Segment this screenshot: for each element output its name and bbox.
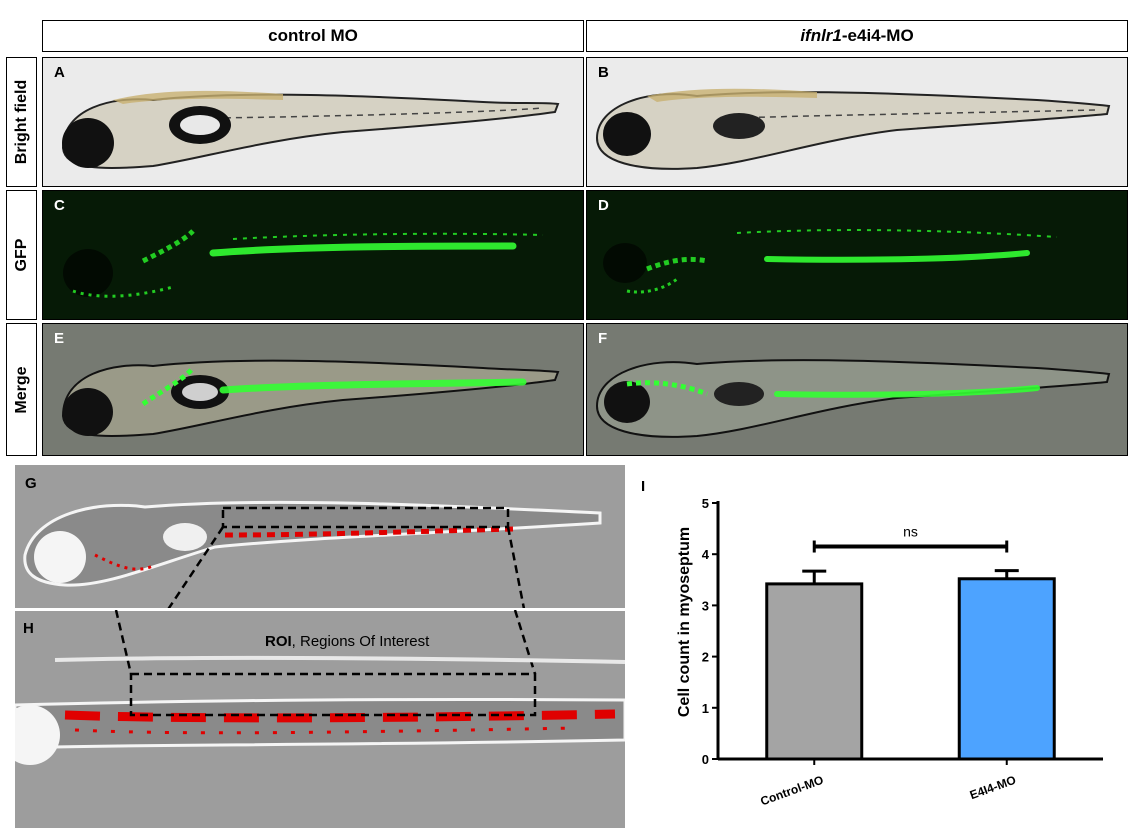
panel-h-roi: H ROI, Regions Of Interest	[15, 610, 625, 828]
header-control: control MO	[42, 20, 584, 52]
y-tick-label: 2	[702, 650, 709, 665]
larva-image-c	[63, 229, 544, 298]
panel-label-h: H	[23, 620, 34, 637]
panel-label-b: B	[598, 64, 609, 81]
row-label-merge: Merge	[6, 323, 37, 456]
bar	[957, 577, 1056, 761]
panel-c-gfp: C	[42, 190, 584, 320]
row-label-merge-text: Merge	[12, 365, 30, 414]
y-tick-label: 4	[702, 547, 710, 562]
larva-image-g	[23, 500, 602, 608]
panel-b-brightfield: B	[586, 57, 1128, 187]
y-axis-label: Cell count in myoseptum	[676, 527, 693, 717]
panel-label-e: E	[54, 330, 65, 347]
row-label-gfp-text: GFP	[12, 238, 30, 272]
panel-a-brightfield: A	[42, 57, 584, 187]
panel-d-gfp: D	[586, 190, 1128, 320]
y-tick-label: 1	[702, 701, 709, 716]
panel-label-g: G	[25, 475, 37, 492]
bars-group	[765, 569, 1056, 761]
panel-label-i: I	[641, 478, 646, 495]
x-tick-labels: Control-MO E4I4-MO	[758, 759, 1018, 809]
larva-image-a	[61, 90, 560, 170]
larva-image-f	[595, 359, 1111, 438]
roi-caption-bold: ROI	[265, 633, 292, 650]
y-tick-label: 5	[702, 496, 709, 511]
header-ifnlr: ifnlr1 -e4i4-MO	[586, 20, 1128, 52]
row-label-bright: Bright field	[6, 57, 37, 187]
x-tick-label: Control-MO	[758, 773, 825, 809]
panel-f-merge: F	[586, 323, 1128, 456]
header-ifnlr-gene: ifnlr1	[800, 26, 842, 45]
bar	[765, 582, 864, 761]
larva-image-b	[595, 88, 1111, 170]
x-tick-label: E4I4-MO	[968, 773, 1018, 803]
panel-label-d: D	[598, 197, 609, 214]
panel-label-c: C	[54, 197, 65, 214]
row-label-gfp: GFP	[6, 190, 37, 320]
panel-g-thresholded: G	[15, 465, 625, 608]
y-tick-label: 0	[702, 752, 709, 767]
header-ifnlr-suffix: -e4i4-MO	[841, 26, 914, 45]
bar-chart: 0 1 2 3 4 5 Control-MO E4I4-MO Cell count in m…	[676, 496, 1103, 809]
significance-label: ns	[903, 524, 918, 540]
roi-caption-rest: , Regions Of Interest	[291, 633, 430, 650]
y-tick-label: 3	[702, 598, 709, 613]
larva-image-h	[15, 610, 625, 765]
larva-image-e	[61, 359, 560, 438]
larva-image-d	[603, 229, 1058, 294]
panel-e-merge: E	[42, 323, 584, 456]
header-control-label: control MO	[268, 26, 358, 45]
row-label-bright-text: Bright field	[12, 79, 30, 165]
roi-caption: ROI, Regions Of Interest	[265, 633, 429, 650]
panel-label-f: F	[598, 330, 608, 347]
panel-label-a: A	[54, 64, 65, 81]
